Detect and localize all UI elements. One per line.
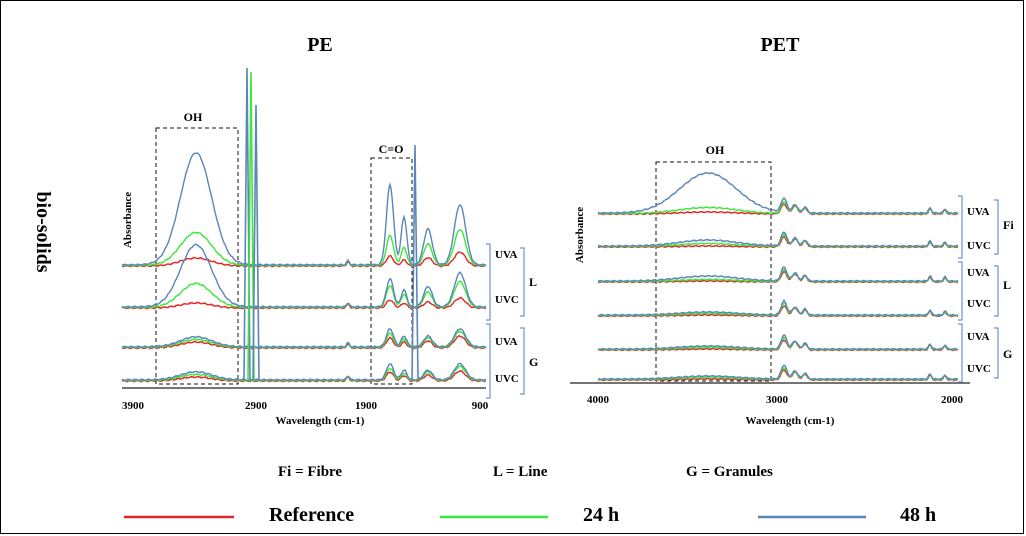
pet-g-uvc-label: UVC xyxy=(967,363,991,375)
pe-g-uvc-label: UVC xyxy=(495,373,519,385)
pe-g-bracket xyxy=(486,323,491,399)
pe-spectra xyxy=(121,67,487,383)
pet-ylabel: Absorbance xyxy=(574,207,586,263)
pet-g-uva-label: UVA xyxy=(967,331,989,343)
pe-xlabel: Wavelength (cm-1) xyxy=(276,415,365,427)
pe-oh-box xyxy=(155,127,239,385)
pet-spectrum-6-48h xyxy=(597,364,959,381)
pe-tick-1900: 1900 xyxy=(355,400,378,412)
pet-fi-group-bracket xyxy=(994,199,999,255)
pet-l-uva-label: UVA xyxy=(967,267,989,279)
pet-fi-bracket xyxy=(958,195,963,259)
pet-spectrum-4-48h xyxy=(597,298,959,317)
legend-label-reference: Reference xyxy=(269,504,354,526)
row-label: bio-solids xyxy=(32,191,54,272)
pe-spectrum-2-24h xyxy=(121,280,487,310)
pet-spectrum-2-48h xyxy=(597,231,959,248)
pet-l-group-bracket xyxy=(994,265,999,317)
pe-oh-label: OH xyxy=(184,110,203,124)
pet-g-bracket xyxy=(958,323,963,383)
pet-l-uvc-label: UVC xyxy=(967,298,991,310)
legend: Reference 24 h 48 h xyxy=(124,504,936,526)
abbrev-line: L = Line xyxy=(493,464,548,480)
pe-spectrum-4-48h xyxy=(121,362,487,382)
pe-title: PE xyxy=(307,34,333,56)
pe-ch-spike-4 xyxy=(411,144,419,381)
pet-fi-uva-label: UVA xyxy=(967,206,989,218)
pet-tick-3000: 3000 xyxy=(766,394,789,406)
pet-title: PET xyxy=(761,34,801,56)
pe-spectrum-1-24h xyxy=(121,228,487,267)
pet-tick-4000: 4000 xyxy=(587,394,610,406)
legend-label-48h: 48 h xyxy=(900,504,936,526)
pe-co-box xyxy=(370,157,413,385)
abbrev-granules: G = Granules xyxy=(686,464,773,480)
pet-l-group-label: L xyxy=(1003,278,1011,292)
pet-spectrum-5-48h xyxy=(597,334,959,351)
pe-l-bracket xyxy=(486,243,491,321)
pe-g-uva-label: UVA xyxy=(495,336,517,348)
pe-spectrum-3-48h xyxy=(121,328,487,349)
pe-spectrum-2-48h xyxy=(121,243,487,309)
pet-spectrum-1-48h xyxy=(598,171,959,215)
pet-spectrum-1-24h xyxy=(597,201,959,216)
pe-l-uva-label: UVA xyxy=(495,249,517,261)
pe-tick-2900: 2900 xyxy=(245,400,268,412)
pet-oh-label: OH xyxy=(706,143,725,157)
pe-g-group-label: G xyxy=(529,355,538,369)
pe-tick-3900: 3900 xyxy=(122,400,145,412)
pet-fi-group-label: Fi xyxy=(1003,218,1014,232)
pe-ylabel: Absorbance xyxy=(122,192,134,248)
pet-spectrum-3-48h xyxy=(597,266,959,283)
pe-l-uvc-label: UVC xyxy=(495,294,519,306)
pet-fi-uvc-label: UVC xyxy=(967,240,991,252)
pet-tick-2000: 2000 xyxy=(941,394,964,406)
pe-ch-spike-2 xyxy=(247,71,255,381)
pe-l-group-bracket xyxy=(520,247,525,317)
pe-spectrum-4-reference xyxy=(121,369,487,383)
pet-g-group-label: G xyxy=(1003,347,1012,361)
pe-ch-spike-3 xyxy=(252,104,260,381)
pet-panel: PET Absorbance 4000 3000 2000 Wavelength… xyxy=(570,34,1014,427)
pe-brackets: UVA UVC L UVA UVC G xyxy=(486,243,538,399)
pe-tick-900: 900 xyxy=(472,400,489,412)
legend-label-24h: 24 h xyxy=(583,504,619,526)
pe-panel: PE Absorbance 3900 2900 1900 900 Wavelen… xyxy=(121,34,538,427)
pet-brackets: UVA UVC Fi UVA UVC L UVA UVC G xyxy=(958,195,1014,383)
pet-oh-box xyxy=(655,161,772,382)
pe-l-group-label: L xyxy=(529,275,537,289)
abbrev-fibre: Fi = Fibre xyxy=(278,464,342,480)
pet-g-group-bracket xyxy=(994,327,999,379)
pe-g-group-bracket xyxy=(520,327,525,395)
pet-l-bracket xyxy=(958,261,963,321)
pe-co-label: C=O xyxy=(379,142,404,156)
pe-spectrum-1-48h xyxy=(121,152,487,267)
pet-spectra xyxy=(597,171,959,382)
pet-xlabel: Wavelength (cm-1) xyxy=(746,415,835,427)
